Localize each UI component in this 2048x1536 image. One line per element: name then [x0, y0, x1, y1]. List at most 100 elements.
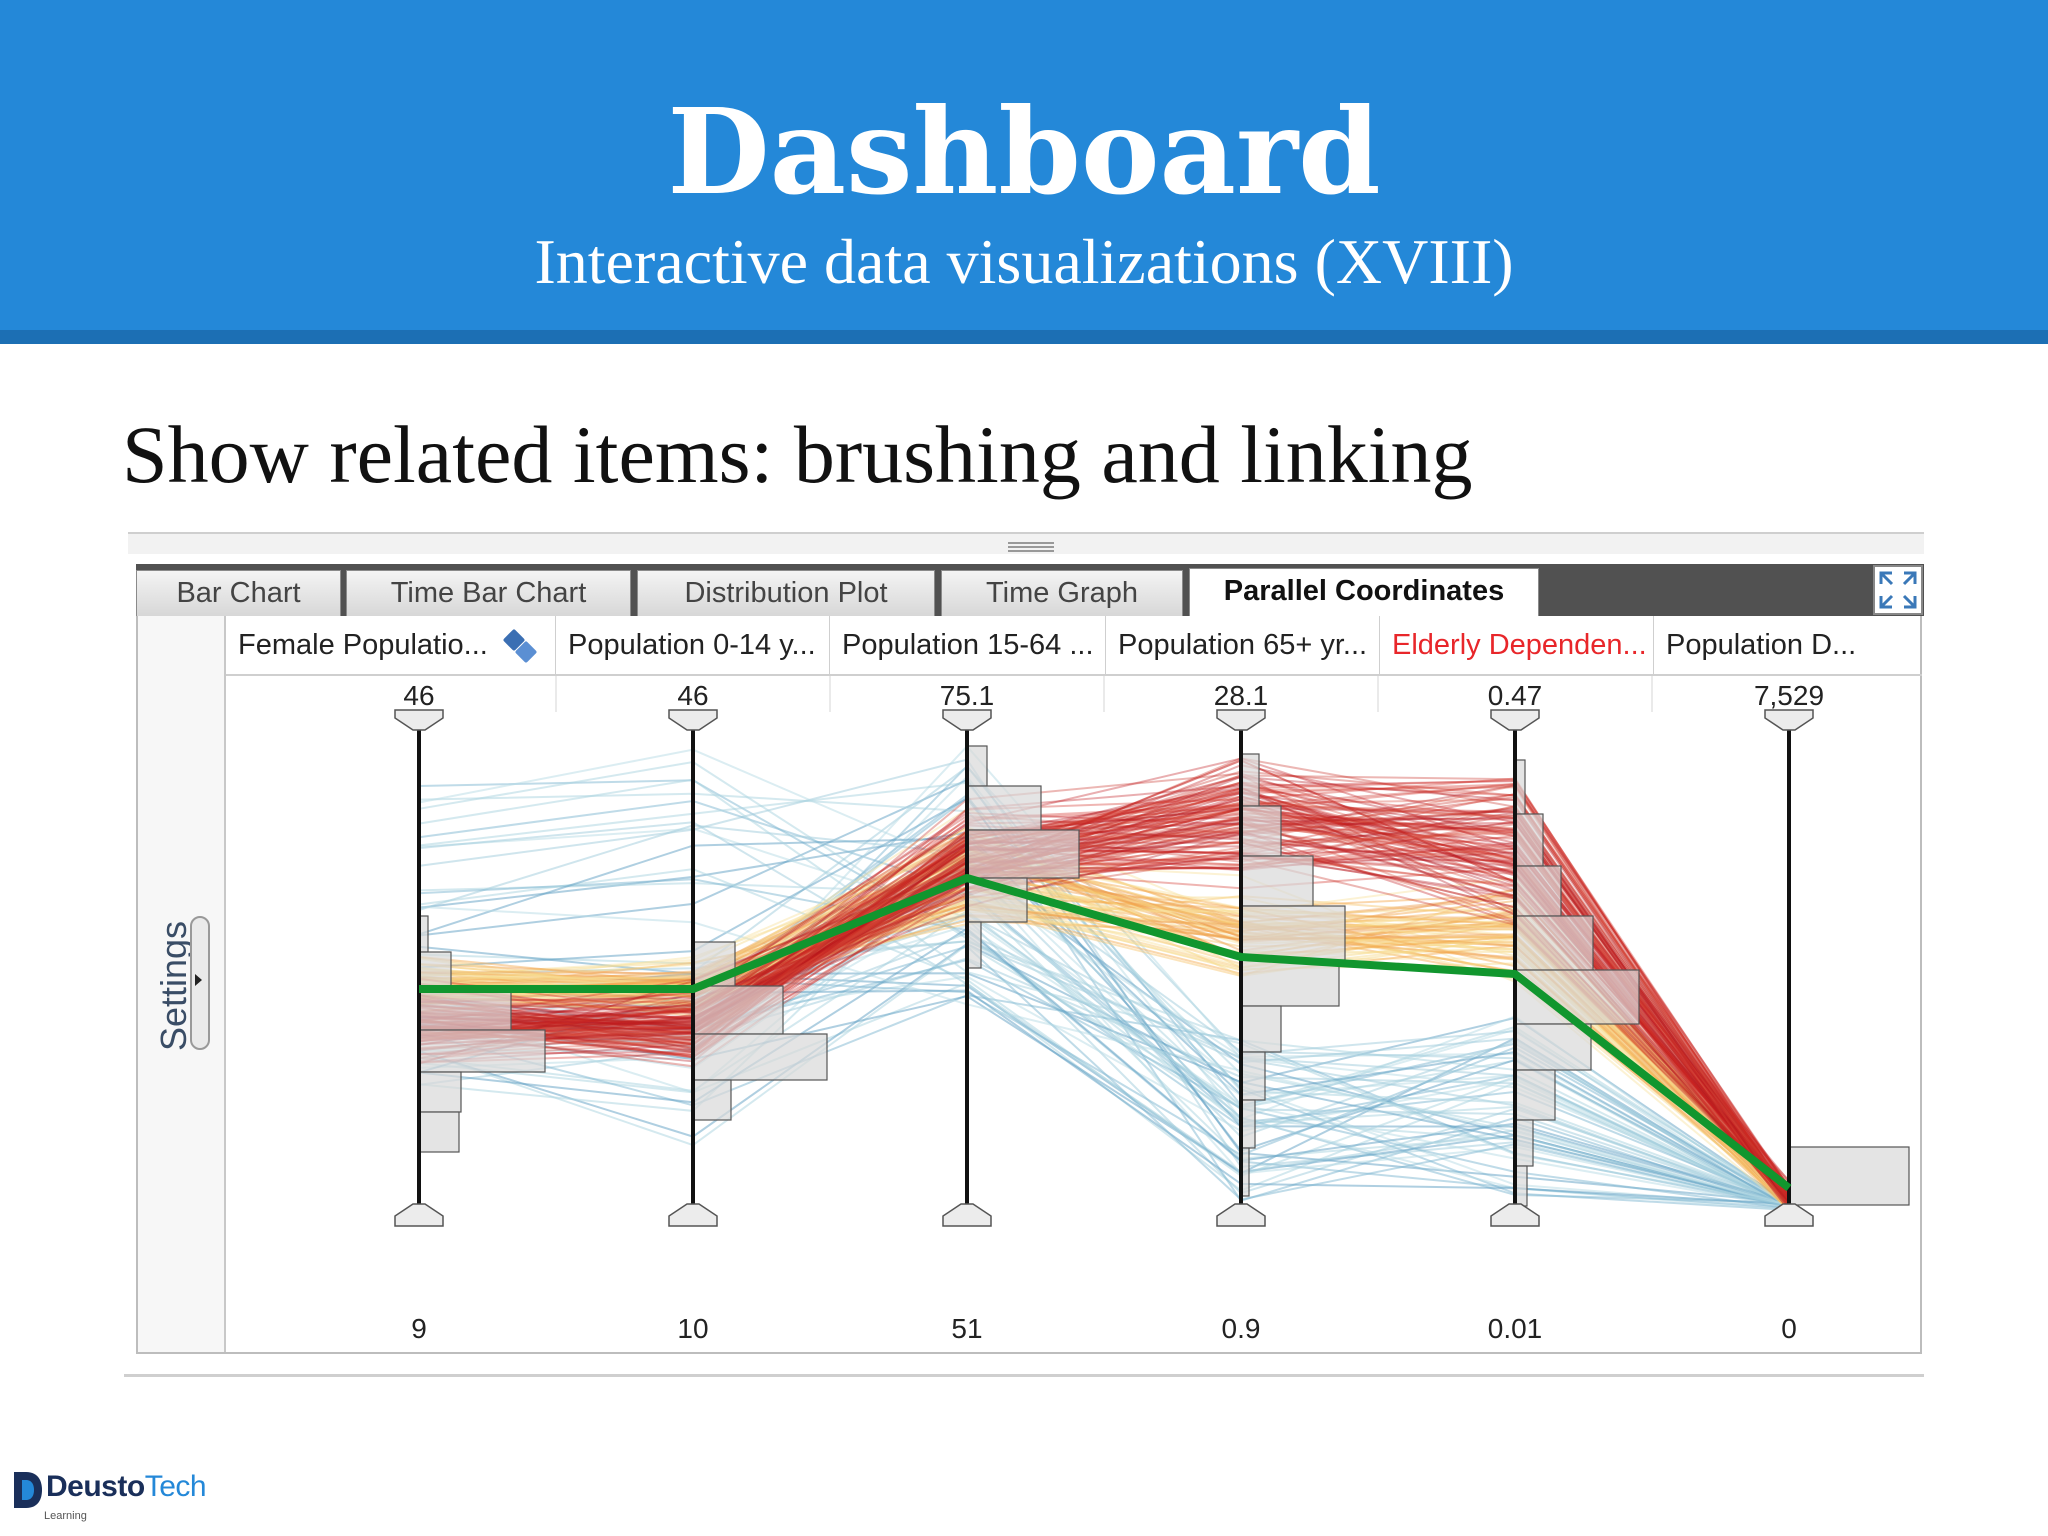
axis-header[interactable]: Population 65+ yr... [1106, 616, 1380, 674]
range-handle-top[interactable] [1764, 709, 1814, 731]
timeline-year: 2004 [634, 1396, 714, 1401]
histogram-bar [1514, 969, 1640, 1025]
grip-line [1008, 546, 1054, 548]
timeline-year: 2001 [202, 1396, 282, 1401]
logo-text: DeustoTech [46, 1470, 207, 1503]
slide-title: Dashboard [667, 82, 1381, 221]
deustotech-logo: DeustoTech Learning [12, 1468, 207, 1524]
swap-axes-icon[interactable] [500, 626, 540, 666]
axis-header[interactable]: Elderly Dependen... [1380, 616, 1654, 674]
timeline-year: 2006 [922, 1396, 1002, 1401]
data-line [418, 779, 1790, 1191]
data-line [418, 924, 1790, 1209]
tab-bar-chart[interactable]: Bar Chart [136, 570, 341, 616]
range-handle-bottom[interactable] [668, 1203, 718, 1227]
data-line [418, 748, 1790, 1208]
tab-parallel-coordinates[interactable]: Parallel Coordinates [1189, 568, 1539, 616]
data-line [418, 782, 1790, 1197]
selected-line[interactable] [419, 874, 1792, 1192]
data-line [418, 940, 1790, 1209]
data-line [418, 958, 1790, 1210]
parallel-coordinates-panel: Settings Female Populatio... Population … [136, 616, 1922, 1354]
data-line [418, 792, 1790, 1197]
tab-time-graph[interactable]: Time Graph [941, 570, 1183, 616]
axis-header-label: Elderly Dependen... [1392, 629, 1647, 661]
histogram-bar [966, 829, 1080, 879]
range-handle-bottom[interactable] [394, 1203, 444, 1227]
axis-header[interactable]: Female Populatio... [226, 616, 556, 674]
axis-min-label: 0.9 [1222, 1313, 1261, 1344]
drag-handle[interactable] [128, 532, 1924, 554]
range-handle-top[interactable] [1216, 709, 1266, 731]
axis-header-label: Population 15-64 ... [842, 629, 1094, 661]
data-line [418, 799, 1790, 1204]
histogram-bar [1514, 1023, 1592, 1071]
axis-min-label: 10 [677, 1313, 708, 1344]
histogram-bar [1514, 813, 1544, 867]
caret-right-icon [195, 974, 202, 986]
data-line [418, 774, 1790, 1197]
logo-subtitle: Learning [44, 1510, 87, 1522]
range-handle-bottom[interactable] [1764, 1203, 1814, 1227]
data-line [418, 945, 1790, 1208]
data-line [418, 927, 1790, 1204]
histogram-bar [1240, 1005, 1282, 1053]
range-handle-top[interactable] [942, 709, 992, 731]
data-line [418, 905, 1790, 1207]
axis-header[interactable]: Population D... [1654, 616, 1922, 674]
axis-header-label: Population D... [1666, 629, 1857, 661]
range-handle-bottom[interactable] [1216, 1203, 1266, 1227]
data-line [418, 778, 1790, 1206]
slide-heading: Show related items: brushing and linking [122, 409, 1473, 500]
axis-max-label: 46 [677, 680, 708, 711]
grip-line [1008, 542, 1054, 544]
data-line [418, 784, 1790, 1206]
range-handle-bottom[interactable] [942, 1203, 992, 1227]
range-handle-top[interactable] [1490, 709, 1540, 731]
settings-toggle[interactable] [190, 916, 210, 1050]
axis-min-label: 0 [1781, 1313, 1797, 1344]
data-line [418, 913, 1790, 1207]
timeline-line [124, 1374, 1924, 1377]
data-line [418, 975, 1790, 1208]
histogram-bar [1240, 805, 1282, 857]
data-line [418, 796, 1790, 1197]
axis-header[interactable]: Population 15-64 ... [830, 616, 1106, 674]
tab-time-bar-chart[interactable]: Time Bar Chart [346, 570, 631, 616]
data-line [418, 744, 1790, 1204]
histogram-bar [418, 1111, 460, 1153]
histogram-bar [1514, 915, 1594, 971]
range-handle-bottom[interactable] [1490, 1203, 1540, 1227]
histogram-bar [1240, 1099, 1256, 1149]
data-line [418, 781, 1790, 1191]
axis-max-label: 0.47 [1488, 680, 1543, 711]
timeline-year: 2007 [1066, 1396, 1146, 1401]
histogram-bar [418, 1029, 546, 1073]
data-line [418, 798, 1790, 1188]
range-handle-top[interactable] [668, 709, 718, 731]
timeline-year: 2002 [346, 1396, 426, 1401]
data-line [418, 882, 1790, 1209]
histogram-bar [418, 1071, 462, 1113]
histogram-bar [692, 985, 784, 1035]
dashboard-app: Bar Chart Time Bar Chart Distribution Pl… [128, 532, 1924, 1377]
tab-distribution-plot[interactable]: Distribution Plot [637, 570, 935, 616]
histogram-bar [966, 745, 988, 787]
axis-max-label: 46 [403, 680, 434, 711]
axis-header[interactable]: Population 0-14 y... [556, 616, 830, 674]
histogram-bar [1788, 1146, 1910, 1206]
histogram-bar [1240, 905, 1346, 961]
slide-header [0, 0, 2048, 330]
histogram-bar [1514, 1069, 1556, 1121]
expand-icon[interactable] [1872, 564, 1924, 616]
timeline-year: 2008 [1210, 1396, 1290, 1401]
axis-header-label: Population 0-14 y... [568, 629, 816, 661]
histogram-bar [1240, 753, 1260, 807]
range-handle-top[interactable] [394, 709, 444, 731]
settings-sidebar: Settings [138, 616, 226, 1352]
data-line [418, 792, 1790, 1208]
histogram-bar [1514, 865, 1562, 917]
tab-bar: Bar Chart Time Bar Chart Distribution Pl… [136, 564, 1924, 616]
data-line [418, 784, 1790, 1189]
data-line [418, 784, 1790, 1203]
